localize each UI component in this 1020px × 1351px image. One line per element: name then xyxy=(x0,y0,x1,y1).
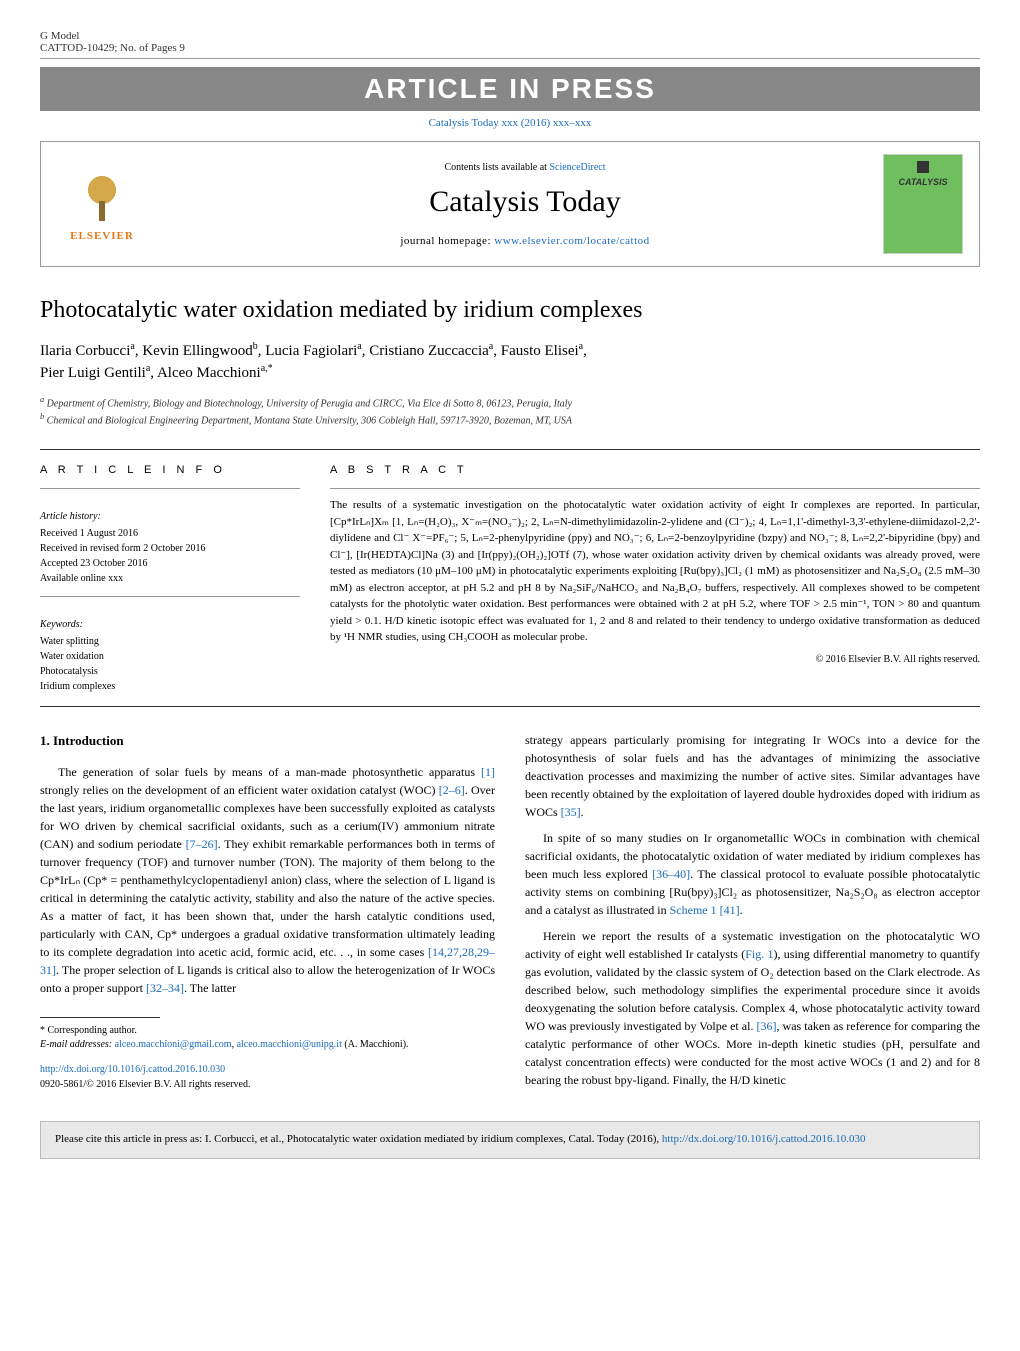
article-info-heading: A R T I C L E I N F O xyxy=(40,462,300,479)
homepage-link[interactable]: www.elsevier.com/locate/cattod xyxy=(494,235,649,247)
citebox-text: Please cite this article in press as: I.… xyxy=(55,1133,662,1145)
email-link[interactable]: alceo.macchioni@gmail.com xyxy=(115,1039,232,1050)
affiliation-a: Department of Chemistry, Biology and Bio… xyxy=(47,398,572,409)
keyword: Iridium complexes xyxy=(40,679,300,694)
article-info: A R T I C L E I N F O Article history: R… xyxy=(40,462,300,695)
elsevier-tree-icon xyxy=(72,166,132,226)
keyword: Water oxidation xyxy=(40,649,300,664)
author: Lucia Fagiolaria xyxy=(265,343,362,359)
article-in-press-banner: ARTICLE IN PRESS xyxy=(40,67,980,111)
keyword: Photocatalysis xyxy=(40,664,300,679)
elsevier-logo: ELSEVIER xyxy=(57,159,147,249)
g-model: G Model xyxy=(40,30,185,42)
intro-paragraph: The generation of solar fuels by means o… xyxy=(40,763,495,997)
journal-header-box: ELSEVIER Contents lists available at Sci… xyxy=(40,141,980,267)
homepage-line: journal homepage: www.elsevier.com/locat… xyxy=(167,235,883,247)
ref-link[interactable]: Fig. 1 xyxy=(745,947,773,961)
elsevier-text: ELSEVIER xyxy=(70,230,134,242)
ref-link[interactable]: [7–26] xyxy=(186,837,218,851)
contents-line: Contents lists available at ScienceDirec… xyxy=(167,162,883,173)
keywords-head: Keywords: xyxy=(40,617,300,632)
history-head: Article history: xyxy=(40,509,300,524)
author: Alceo Macchionia,* xyxy=(157,365,273,381)
section-heading: 1. Introduction xyxy=(40,731,495,751)
journal-title: Catalysis Today xyxy=(167,185,883,219)
article-info-abstract: A R T I C L E I N F O Article history: R… xyxy=(40,449,980,708)
intro-paragraph: In spite of so many studies on Ir organo… xyxy=(525,829,980,919)
footnotes: * Corresponding author. E-mail addresses… xyxy=(40,1024,495,1052)
cite-in-press-box: Please cite this article in press as: I.… xyxy=(40,1121,980,1158)
ref-link[interactable]: [2–6] xyxy=(439,783,465,797)
doi-link[interactable]: http://dx.doi.org/10.1016/j.cattod.2016.… xyxy=(40,1064,225,1075)
contents-prefix: Contents lists available at xyxy=(444,162,549,173)
history-item: Received 1 August 2016 xyxy=(40,526,300,541)
header-bar: G Model CATTOD-10429; No. of Pages 9 xyxy=(40,30,980,59)
keyword: Water splitting xyxy=(40,634,300,649)
homepage-prefix: journal homepage: xyxy=(400,235,494,247)
right-column: strategy appears particularly promising … xyxy=(525,731,980,1097)
sciencedirect-link[interactable]: ScienceDirect xyxy=(549,162,605,173)
citation-line: Catalysis Today xxx (2016) xxx–xxx xyxy=(40,117,980,129)
ref-link[interactable]: [35] xyxy=(561,805,581,819)
ref-link[interactable]: [32–34] xyxy=(146,981,184,995)
body-columns: 1. Introduction The generation of solar … xyxy=(40,731,980,1097)
citation-link[interactable]: Catalysis Today xxx (2016) xxx–xxx xyxy=(429,117,592,129)
author: Kevin Ellingwoodb xyxy=(142,343,257,359)
affiliations: a Department of Chemistry, Biology and B… xyxy=(40,394,980,429)
issn-copyright: 0920-5861/© 2016 Elsevier B.V. All right… xyxy=(40,1077,495,1092)
ref-link[interactable]: Scheme 1 [41] xyxy=(670,903,740,917)
ref-link[interactable]: [36] xyxy=(757,1019,777,1033)
doi-block: http://dx.doi.org/10.1016/j.cattod.2016.… xyxy=(40,1062,495,1092)
intro-paragraph: strategy appears particularly promising … xyxy=(525,731,980,821)
corresponding-author: * Corresponding author. xyxy=(40,1024,495,1038)
left-column: 1. Introduction The generation of solar … xyxy=(40,731,495,1097)
authors-list: Ilaria Corbuccia, Kevin Ellingwoodb, Luc… xyxy=(40,340,980,384)
author: Cristiano Zuccacciaa xyxy=(369,343,493,359)
ref-link[interactable]: [36–40] xyxy=(652,867,690,881)
journal-cover-thumbnail: CATALYSIS xyxy=(883,154,963,254)
email-link[interactable]: alceo.macchioni@unipg.it xyxy=(237,1039,342,1050)
affiliation-b: Chemical and Biological Engineering Depa… xyxy=(47,416,572,427)
abstract-copyright: © 2016 Elsevier B.V. All rights reserved… xyxy=(330,652,980,667)
history-item: Available online xxx xyxy=(40,571,300,586)
ref-link[interactable]: [1] xyxy=(481,765,495,779)
author: Pier Luigi Gentilia xyxy=(40,365,150,381)
cover-icon xyxy=(917,161,929,173)
article-title: Photocatalytic water oxidation mediated … xyxy=(40,297,980,324)
citebox-doi-link[interactable]: http://dx.doi.org/10.1016/j.cattod.2016.… xyxy=(662,1133,866,1145)
cover-text: CATALYSIS xyxy=(899,177,948,187)
abstract-heading: A B S T R A C T xyxy=(330,462,980,479)
intro-paragraph: Herein we report the results of a system… xyxy=(525,927,980,1089)
footnote-separator xyxy=(40,1017,160,1018)
abstract-text: The results of a systematic investigatio… xyxy=(330,497,980,646)
author: Ilaria Corbuccia xyxy=(40,343,135,359)
history-item: Received in revised form 2 October 2016 xyxy=(40,541,300,556)
email-line: E-mail addresses: alceo.macchioni@gmail.… xyxy=(40,1038,495,1052)
abstract-block: A B S T R A C T The results of a systema… xyxy=(330,462,980,695)
cattod-id: CATTOD-10429; No. of Pages 9 xyxy=(40,42,185,54)
author: Fausto Eliseia xyxy=(501,343,583,359)
history-item: Accepted 23 October 2016 xyxy=(40,556,300,571)
